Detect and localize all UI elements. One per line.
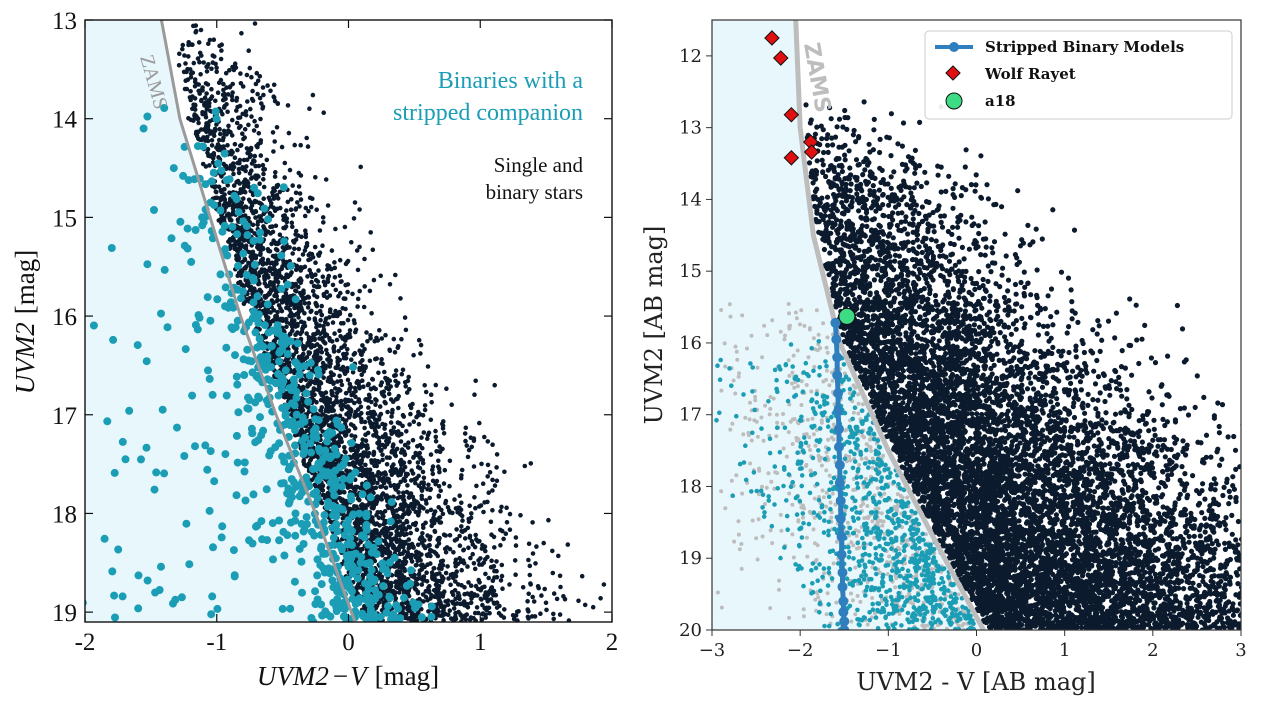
right-y-ticks: 12 13 14 15 16 17 18 19 20 — [679, 46, 712, 641]
right-y-tick-label: 16 — [679, 333, 702, 354]
left-y-tick-label: 15 — [52, 205, 77, 232]
left-single-label-line2: binary stars — [486, 180, 583, 204]
stripped-binary-model-point — [837, 550, 847, 560]
right-x-tick-label: 2 — [1147, 640, 1158, 661]
left-x-tick-label: -1 — [206, 629, 227, 656]
stripped-binary-model-point — [834, 442, 844, 452]
right-x-ticks: −3 −2 −1 0 1 2 3 — [699, 630, 1247, 661]
left-single-label-line1: Single and — [494, 153, 584, 177]
right-y-tick-label: 18 — [679, 476, 702, 497]
right-x-tick-label: 0 — [971, 640, 982, 661]
left-stripped-label-line2: stripped companion — [393, 100, 583, 126]
wolf-rayet-point — [805, 145, 819, 159]
left-y-tick-label: 18 — [52, 501, 77, 528]
legend-wolf-rayet-label: Wolf Rayet — [984, 65, 1076, 83]
left-x-tick-label: 2 — [606, 629, 619, 656]
stripped-binary-model-point — [836, 514, 846, 524]
left-y-axis-label: UVM2[mag] — [10, 250, 40, 394]
stripped-binary-model-point — [837, 582, 847, 592]
stripped-binary-model-point — [837, 532, 847, 542]
left-x-tick-label: -2 — [75, 629, 96, 656]
left-x-tick-label: 0 — [342, 629, 355, 656]
stripped-binary-model-point — [833, 406, 843, 416]
right-x-tick-label: 1 — [1059, 640, 1070, 661]
stripped-binary-model-point — [833, 388, 843, 398]
stripped-binary-model-point — [838, 607, 848, 617]
right-y-tick-label: 19 — [679, 548, 702, 569]
left-x-axis-label: UVM2 −V [mag] — [257, 661, 439, 691]
right-y-tick-label: 12 — [679, 46, 702, 67]
legend-a18-label: a18 — [985, 92, 1016, 110]
left-y-tick-label: 14 — [52, 107, 78, 134]
left-x-tick-label: 1 — [474, 629, 487, 656]
stripped-binary-model-point — [835, 478, 845, 488]
stripped-binary-model-point — [832, 352, 842, 362]
right-x-axis-label: UVM2 - V [AB mag] — [856, 668, 1095, 696]
stripped-binary-model-point — [832, 370, 842, 380]
legend-models-dot — [949, 42, 959, 52]
stripped-binary-model-point — [834, 424, 844, 434]
left-y-tick-label: 17 — [52, 403, 77, 430]
right-y-tick-label: 15 — [679, 261, 702, 282]
a18-marker — [839, 308, 855, 324]
stripped-binary-model-point — [837, 568, 847, 578]
stripped-binary-model-point — [831, 334, 841, 344]
right-legend: Stripped Binary Models Wolf Rayet a18 — [925, 31, 1232, 119]
right-x-tick-label: 3 — [1235, 640, 1246, 661]
right-y-axis-label: UVM2 [AB mag] — [640, 226, 668, 425]
legend-models-label: Stripped Binary Models — [985, 38, 1184, 56]
left-y-tick-label: 13 — [52, 8, 77, 35]
right-x-tick-label: −2 — [787, 640, 814, 661]
stripped-binary-model-point — [838, 596, 848, 606]
right-x-tick-label: −3 — [699, 640, 726, 661]
right-y-tick-label: 14 — [679, 189, 702, 210]
stripped-binary-model-point — [836, 496, 846, 506]
right-y-tick-label: 17 — [679, 405, 702, 426]
right-x-tick-label: −1 — [875, 640, 902, 661]
right-zams-label: ZAMS — [798, 41, 835, 115]
right-y-tick-label: 20 — [679, 620, 702, 641]
left-y-tick-label: 16 — [52, 304, 77, 331]
right-y-tick-label: 13 — [679, 118, 702, 139]
stripped-binary-model-point — [835, 460, 845, 470]
left-stripped-label-line1: Binaries with a — [438, 68, 584, 94]
a18-point — [839, 308, 855, 324]
legend-a18-marker — [946, 93, 962, 109]
stripped-binary-model-point — [839, 616, 849, 626]
left-y-tick-label: 19 — [52, 600, 77, 627]
